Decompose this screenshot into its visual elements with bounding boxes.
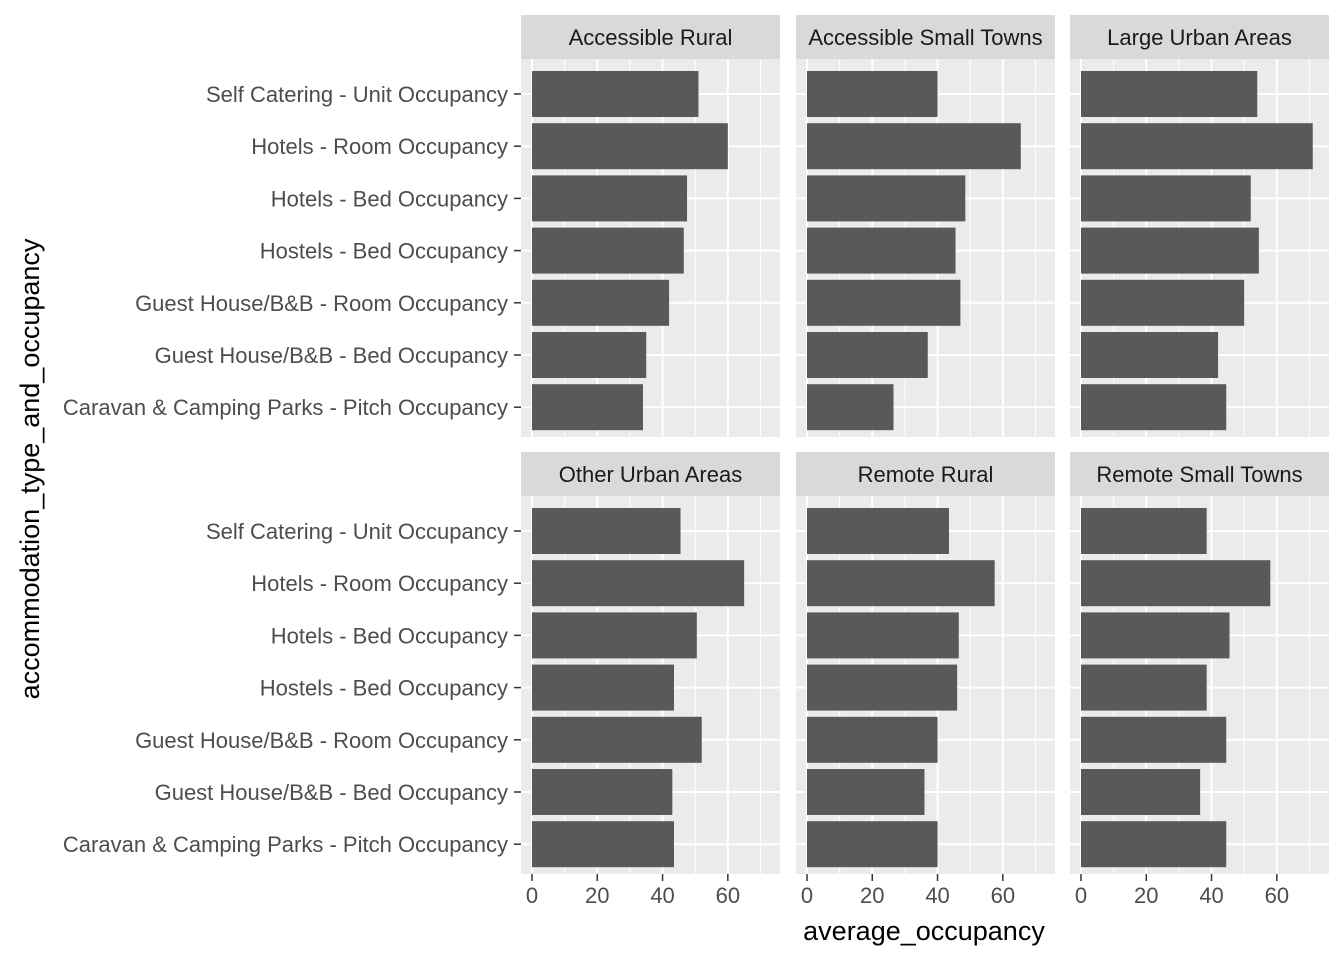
bar bbox=[1081, 508, 1207, 554]
y-tick-label: Caravan & Camping Parks - Pitch Occupanc… bbox=[63, 832, 508, 857]
bar bbox=[807, 821, 938, 868]
bar bbox=[807, 664, 958, 711]
bar bbox=[807, 175, 966, 222]
bar bbox=[1081, 332, 1219, 378]
bar bbox=[532, 716, 702, 763]
bar bbox=[1081, 71, 1258, 117]
facet-strip-label: Other Urban Areas bbox=[559, 462, 742, 487]
x-tick-label: 20 bbox=[1134, 883, 1158, 908]
facet-strip-label: Remote Small Towns bbox=[1096, 462, 1302, 487]
x-tick-label: 0 bbox=[801, 883, 813, 908]
facet-strip-label: Accessible Rural bbox=[569, 25, 733, 50]
bar bbox=[532, 821, 674, 868]
y-tick-label: Hostels - Bed Occupancy bbox=[260, 676, 508, 701]
x-tick-label: 0 bbox=[1075, 883, 1087, 908]
facet-strip-label: Large Urban Areas bbox=[1107, 25, 1292, 50]
y-axis-title: accommodation_type_and_occupancy bbox=[15, 238, 45, 699]
bar bbox=[532, 123, 728, 170]
x-tick-label: 40 bbox=[1199, 883, 1223, 908]
y-tick-label: Hotels - Bed Occupancy bbox=[271, 623, 508, 648]
x-tick-label: 20 bbox=[585, 883, 609, 908]
bar bbox=[1081, 560, 1271, 607]
x-tick-label: 40 bbox=[925, 883, 949, 908]
bar bbox=[532, 279, 670, 326]
bar bbox=[807, 716, 938, 763]
bar bbox=[1081, 769, 1201, 815]
y-tick-label: Caravan & Camping Parks - Pitch Occupanc… bbox=[63, 395, 508, 420]
bar bbox=[1081, 612, 1230, 659]
facet-strip bbox=[1070, 15, 1329, 59]
bar bbox=[532, 175, 688, 222]
facet-strip bbox=[521, 15, 780, 59]
bar bbox=[532, 384, 643, 431]
bar bbox=[1081, 664, 1207, 711]
y-tick-label: Guest House/B&B - Bed Occupancy bbox=[155, 343, 508, 368]
bar bbox=[807, 612, 959, 659]
bar bbox=[807, 508, 949, 554]
bar bbox=[807, 279, 961, 326]
bar bbox=[807, 769, 925, 815]
bar bbox=[532, 664, 674, 711]
y-tick-label: Self Catering - Unit Occupancy bbox=[206, 82, 508, 107]
bar bbox=[807, 71, 938, 117]
x-tick-label: 0 bbox=[526, 883, 538, 908]
bar bbox=[532, 227, 684, 274]
y-tick-label: Hostels - Bed Occupancy bbox=[260, 239, 508, 264]
x-tick-label: 20 bbox=[860, 883, 884, 908]
facet-strip-label: Remote Rural bbox=[858, 462, 994, 487]
bar bbox=[1081, 821, 1227, 868]
facet-strip bbox=[796, 15, 1055, 59]
x-tick-label: 60 bbox=[991, 883, 1015, 908]
bar bbox=[532, 560, 745, 607]
x-tick-label: 60 bbox=[1265, 883, 1289, 908]
bar bbox=[807, 384, 894, 431]
bar bbox=[532, 71, 699, 117]
bar bbox=[532, 769, 673, 815]
bar bbox=[1081, 384, 1227, 431]
bar bbox=[1081, 175, 1251, 222]
facet-strip bbox=[1070, 452, 1329, 496]
bar bbox=[807, 123, 1021, 170]
y-tick-label: Guest House/B&B - Bed Occupancy bbox=[155, 780, 508, 805]
bar bbox=[1081, 716, 1227, 763]
bar bbox=[1081, 123, 1313, 170]
facet-strip bbox=[521, 452, 780, 496]
y-tick-label: Hotels - Room Occupancy bbox=[251, 134, 508, 159]
bar bbox=[807, 560, 995, 607]
facet-strip bbox=[796, 452, 1055, 496]
x-tick-label: 60 bbox=[716, 883, 740, 908]
bar bbox=[807, 332, 928, 378]
facet-strip-label: Accessible Small Towns bbox=[808, 25, 1042, 50]
x-axis-title: average_occupancy bbox=[803, 916, 1045, 946]
y-tick-label: Hotels - Bed Occupancy bbox=[271, 186, 508, 211]
y-tick-label: Guest House/B&B - Room Occupancy bbox=[135, 291, 508, 316]
bar bbox=[1081, 279, 1245, 326]
bar bbox=[532, 508, 681, 554]
bar bbox=[532, 332, 647, 378]
x-tick-label: 40 bbox=[650, 883, 674, 908]
y-tick-label: Hotels - Room Occupancy bbox=[251, 571, 508, 596]
y-tick-label: Self Catering - Unit Occupancy bbox=[206, 519, 508, 544]
bar bbox=[1081, 227, 1259, 274]
bar bbox=[807, 227, 956, 274]
y-tick-label: Guest House/B&B - Room Occupancy bbox=[135, 728, 508, 753]
bar bbox=[532, 612, 697, 659]
